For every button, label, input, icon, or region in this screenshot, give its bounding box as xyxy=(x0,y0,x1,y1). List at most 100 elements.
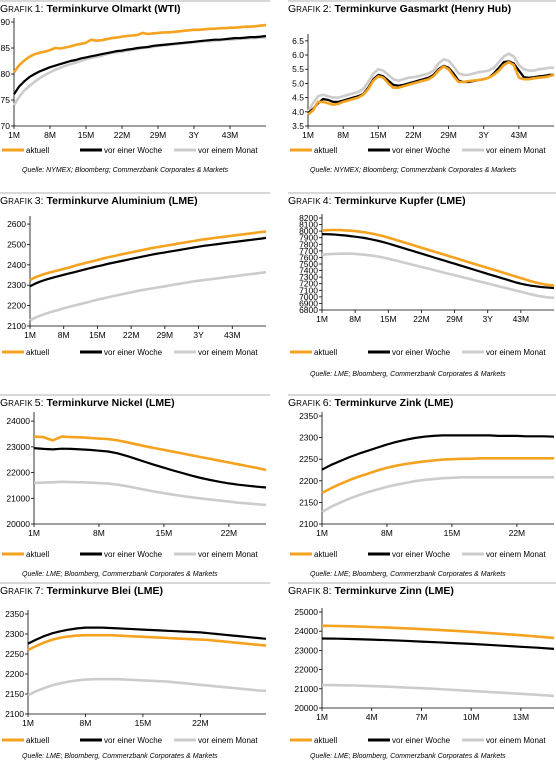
legend-label-month: vor einem Monat xyxy=(198,348,258,357)
x-tick-label: 43M xyxy=(513,314,530,324)
series-line-week xyxy=(13,34,267,95)
legend-label-current: aktuell xyxy=(26,146,49,155)
x-tick-label: 8M xyxy=(44,130,56,140)
y-tick-label: 7000 xyxy=(299,292,318,302)
legend-label-current: aktuell xyxy=(314,736,337,745)
x-tick-label: 1M xyxy=(316,314,328,324)
x-tick-label: 22M xyxy=(405,130,422,140)
legend-label-month: vor einem Monat xyxy=(486,146,546,155)
series-line-month xyxy=(33,480,267,507)
chart-panel-2: GRAFIK 2: Terminkurve Gasmarkt (Henry Hub)… xyxy=(288,0,556,186)
y-tick-label: 25000 xyxy=(294,607,318,617)
y-tick-label: 20000 xyxy=(294,703,318,713)
series-line-week xyxy=(321,434,555,471)
x-tick-label: 1M xyxy=(28,528,40,538)
x-tick-label: 43M xyxy=(222,130,239,140)
y-tick-label: 2100 xyxy=(7,321,26,331)
legend-label-current: aktuell xyxy=(314,146,337,155)
y-tick-label: 4.5 xyxy=(292,93,304,103)
source-note: Quelle: NYMEX; Bloomberg; Commerzbank Co… xyxy=(310,167,517,174)
y-tick-label: 75 xyxy=(1,95,11,105)
legend-label-week: vor einer Woche xyxy=(104,736,163,745)
legend-label-month: vor einem Monat xyxy=(198,736,258,745)
x-tick-label: 1M xyxy=(8,130,20,140)
source-note: Quelle: LME; Bloomberg, Commerzbank Corp… xyxy=(22,571,218,578)
x-tick-label: 3Y xyxy=(479,130,490,140)
legend-label-week: vor einer Woche xyxy=(104,550,163,559)
y-tick-label: 7800 xyxy=(299,239,318,249)
series-line-week xyxy=(321,233,555,290)
y-tick-label: 7500 xyxy=(299,259,318,269)
x-tick-label: 29M xyxy=(150,130,167,140)
y-tick-label: 8100 xyxy=(299,220,318,230)
y-tick-label: 8000 xyxy=(299,226,318,236)
legend-label-month: vor einem Monat xyxy=(486,550,546,559)
y-tick-label: 2350 xyxy=(299,411,318,421)
chart-svg: GRAFIK 6: Terminkurve Zink (LME) 2100 2150 22… xyxy=(288,394,556,578)
x-tick-label: 22M xyxy=(413,314,430,324)
x-tick-label: 1M xyxy=(302,130,314,140)
series-line-current xyxy=(27,633,267,652)
chart-svg: GRAFIK 7: Terminkurve Blei (LME) 2100 2150 22… xyxy=(0,582,270,760)
x-tick-label: 8M xyxy=(349,314,361,324)
x-tick-label: 15M xyxy=(156,528,173,538)
chart-svg: GRAFIK 4: Terminkurve Kupfer (LME) 68006900… xyxy=(288,192,556,378)
legend-label-week: vor einer Woche xyxy=(392,550,451,559)
legend-label-current: aktuell xyxy=(314,550,337,559)
source-note: Quelle: LME; Bloomberg, Commerzbank Corp… xyxy=(310,753,506,760)
y-tick-label: 7400 xyxy=(299,266,318,276)
y-tick-label: 6800 xyxy=(299,305,318,315)
chart-panel-5: GRAFIK 5: Terminkurve Nickel (LME) 20000 210… xyxy=(0,394,270,580)
legend-label-week: vor einer Woche xyxy=(104,348,163,357)
y-tick-label: 4.0 xyxy=(292,107,304,117)
x-tick-label: 13M xyxy=(513,712,530,722)
chart-title: GRAFIK 3: Terminkurve Aluminium (LME) xyxy=(0,195,198,207)
series-line-week xyxy=(321,637,555,650)
chart-panel-8: GRAFIK 8: Terminkurve Zinn (LME) 20000 21000… xyxy=(288,582,556,768)
series-line-current xyxy=(321,457,554,495)
series-line-week xyxy=(307,60,554,115)
x-tick-label: 1M xyxy=(24,330,36,340)
series-line-month xyxy=(306,52,554,113)
y-tick-label: 23000 xyxy=(294,645,318,655)
chart-panel-6: GRAFIK 6: Terminkurve Zink (LME) 2100 2150 22… xyxy=(288,394,556,580)
series-line-month xyxy=(321,683,555,698)
chart-svg: GRAFIK 2: Terminkurve Gasmarkt (Henry Hub)… xyxy=(288,0,556,174)
chart-title: GRAFIK 5: Terminkurve Nickel (LME) xyxy=(0,397,175,409)
x-tick-label: 15M xyxy=(135,718,152,728)
legend-label-month: vor einem Monat xyxy=(198,550,258,559)
y-tick-label: 2250 xyxy=(299,454,318,464)
y-tick-label: 2300 xyxy=(7,280,26,290)
x-tick-label: 7M xyxy=(416,712,428,722)
x-tick-label: 29M xyxy=(440,130,457,140)
x-tick-label: 29M xyxy=(446,314,463,324)
y-tick-label: 6.5 xyxy=(292,36,304,46)
y-tick-label: 2600 xyxy=(7,219,26,229)
y-tick-label: 80 xyxy=(1,69,11,79)
y-tick-label: 5.5 xyxy=(292,64,304,74)
x-tick-label: 3Y xyxy=(483,314,494,324)
y-tick-label: 20000 xyxy=(6,519,30,529)
series-line-current xyxy=(307,60,555,116)
series-line-week xyxy=(29,236,267,288)
legend-label-current: aktuell xyxy=(26,736,49,745)
y-tick-label: 21000 xyxy=(294,684,318,694)
series-line-month xyxy=(321,476,554,514)
x-tick-label: 22M xyxy=(221,528,238,538)
y-tick-label: 85 xyxy=(1,43,11,53)
y-tick-label: 2250 xyxy=(5,649,24,659)
y-tick-label: 2150 xyxy=(5,689,24,699)
y-tick-label: 6.0 xyxy=(292,50,304,60)
chart-svg: GRAFIK 5: Terminkurve Nickel (LME) 20000 210… xyxy=(0,394,270,578)
x-tick-label: 10M xyxy=(463,712,480,722)
series-line-current xyxy=(321,228,555,287)
legend-label-month: vor einem Monat xyxy=(486,348,546,357)
y-tick-label: 7200 xyxy=(299,279,318,289)
x-tick-label: 22M xyxy=(192,718,209,728)
x-tick-label: 8M xyxy=(58,330,70,340)
series-line-current xyxy=(33,435,267,472)
y-tick-label: 2100 xyxy=(299,519,318,529)
y-tick-label: 8200 xyxy=(299,213,318,223)
x-tick-label: 15M xyxy=(78,130,95,140)
chart-title: GRAFIK 1: Terminkurve Olmarkt (WTI) xyxy=(0,3,181,15)
